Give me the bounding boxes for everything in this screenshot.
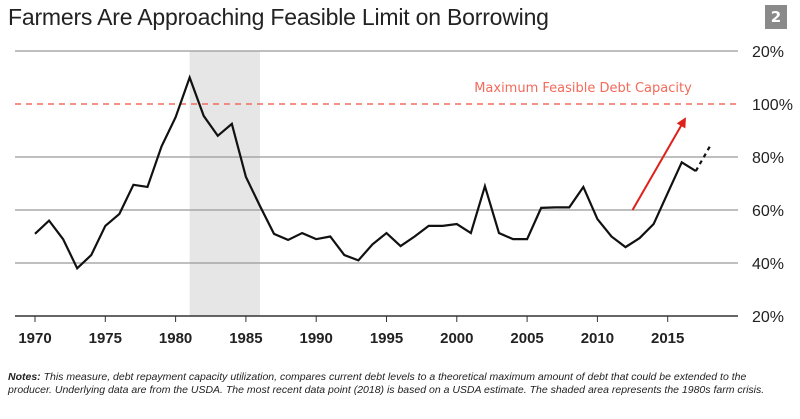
notes-text: This measure, debt repayment capacity ut… bbox=[8, 371, 765, 396]
x-tick-label: 1990 bbox=[300, 330, 333, 347]
chart-title: Farmers Are Approaching Feasible Limit o… bbox=[8, 4, 549, 30]
y-tick-label: 80% bbox=[752, 150, 784, 167]
figure-number-badge: 2 bbox=[765, 5, 787, 29]
y-tick-label: 20% bbox=[752, 44, 784, 61]
x-tick-label: 2015 bbox=[651, 330, 684, 347]
x-tick-label: 2005 bbox=[510, 330, 543, 347]
y-tick-label: 100% bbox=[752, 97, 793, 114]
x-tick-label: 1985 bbox=[229, 330, 262, 347]
x-tick-label: 1995 bbox=[370, 330, 403, 347]
chart: Maximum Feasible Debt Capacity 20% 100% 80… bbox=[15, 44, 793, 347]
x-tick-label: 2000 bbox=[440, 330, 473, 347]
reference-line-label: Maximum Feasible Debt Capacity bbox=[474, 81, 692, 96]
trend-arrow-line bbox=[631, 123, 683, 211]
debt-utilization-line bbox=[34, 74, 697, 271]
y-tick-label: 40% bbox=[752, 256, 784, 273]
x-tick-label: 1980 bbox=[159, 330, 192, 347]
y-tick-label: 20% bbox=[752, 309, 784, 326]
x-tick-label: 1975 bbox=[89, 330, 122, 347]
estimate-series-line bbox=[694, 145, 711, 172]
trend-arrowhead-icon bbox=[676, 117, 686, 129]
chart-notes: Notes: This measure, debt repayment capa… bbox=[8, 371, 793, 397]
y-tick-label: 60% bbox=[752, 203, 784, 220]
x-tick-label: 2010 bbox=[581, 330, 614, 347]
x-tick-label: 1970 bbox=[18, 330, 51, 347]
notes-label: Notes: bbox=[8, 371, 41, 383]
